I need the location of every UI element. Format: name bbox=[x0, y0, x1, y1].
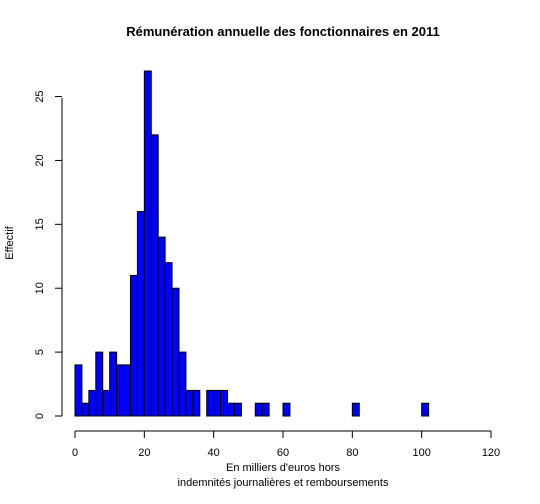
histogram-bar bbox=[233, 402, 242, 417]
y-tick-label: 15 bbox=[34, 218, 46, 230]
histogram-bar bbox=[123, 364, 131, 417]
x-tick-label: 0 bbox=[72, 447, 78, 459]
y-tick-label: 20 bbox=[34, 154, 46, 166]
histogram-bar bbox=[351, 402, 360, 417]
histogram-bar bbox=[421, 402, 430, 417]
x-tick-label: 120 bbox=[482, 447, 500, 459]
histogram-bar bbox=[164, 262, 173, 417]
histogram-bar bbox=[206, 389, 215, 417]
histogram-bar bbox=[171, 287, 180, 417]
histogram-bar bbox=[109, 351, 118, 417]
y-axis-ticks: 0 5 10 15 20 25 bbox=[34, 90, 62, 419]
histogram-bar bbox=[74, 364, 83, 417]
x-axis: 0 20 40 60 80 100 120 bbox=[72, 430, 500, 459]
y-tick-label: 10 bbox=[34, 282, 46, 294]
histogram-bar bbox=[81, 402, 90, 417]
histogram-bar bbox=[95, 351, 104, 417]
y-axis-label: Effectif bbox=[4, 225, 16, 259]
histogram-bar bbox=[88, 389, 97, 417]
histogram-bar bbox=[227, 402, 235, 417]
histogram-bar bbox=[129, 274, 138, 417]
histogram-bar bbox=[143, 70, 152, 417]
x-tick-label: 100 bbox=[412, 447, 430, 459]
x-axis-ticks: 0 20 40 60 80 100 120 bbox=[72, 431, 500, 459]
histogram-bar bbox=[213, 389, 222, 417]
histogram-bar bbox=[102, 389, 111, 417]
x-tick-label: 80 bbox=[346, 447, 358, 459]
x-tick-label: 60 bbox=[277, 447, 289, 459]
histogram-bar bbox=[261, 402, 270, 417]
histogram-bar bbox=[150, 134, 159, 417]
y-tick-label: 0 bbox=[34, 413, 46, 419]
y-tick-label: 25 bbox=[34, 90, 46, 102]
x-axis-label-line-2: indemnités journalières et remboursement… bbox=[178, 477, 389, 489]
histogram-bar bbox=[254, 402, 263, 417]
histogram-bar bbox=[178, 351, 187, 417]
histogram-bar bbox=[157, 236, 166, 417]
x-tick-label: 40 bbox=[208, 447, 220, 459]
x-tick-label: 20 bbox=[138, 447, 150, 459]
x-axis-label-line-1: En milliers d'euros hors bbox=[226, 462, 340, 474]
histogram-bar bbox=[192, 389, 201, 417]
histogram-bar bbox=[282, 402, 291, 417]
y-axis: 0 5 10 15 20 25 bbox=[34, 90, 63, 419]
histogram-bar bbox=[185, 389, 194, 417]
chart-title: Rémunération annuelle des fonctionnaires… bbox=[126, 24, 440, 39]
histogram-bars bbox=[74, 70, 430, 417]
histogram-bar bbox=[220, 389, 229, 417]
histogram-bar bbox=[116, 364, 125, 417]
histogram-bar bbox=[136, 211, 145, 417]
y-tick-label: 5 bbox=[34, 349, 46, 355]
